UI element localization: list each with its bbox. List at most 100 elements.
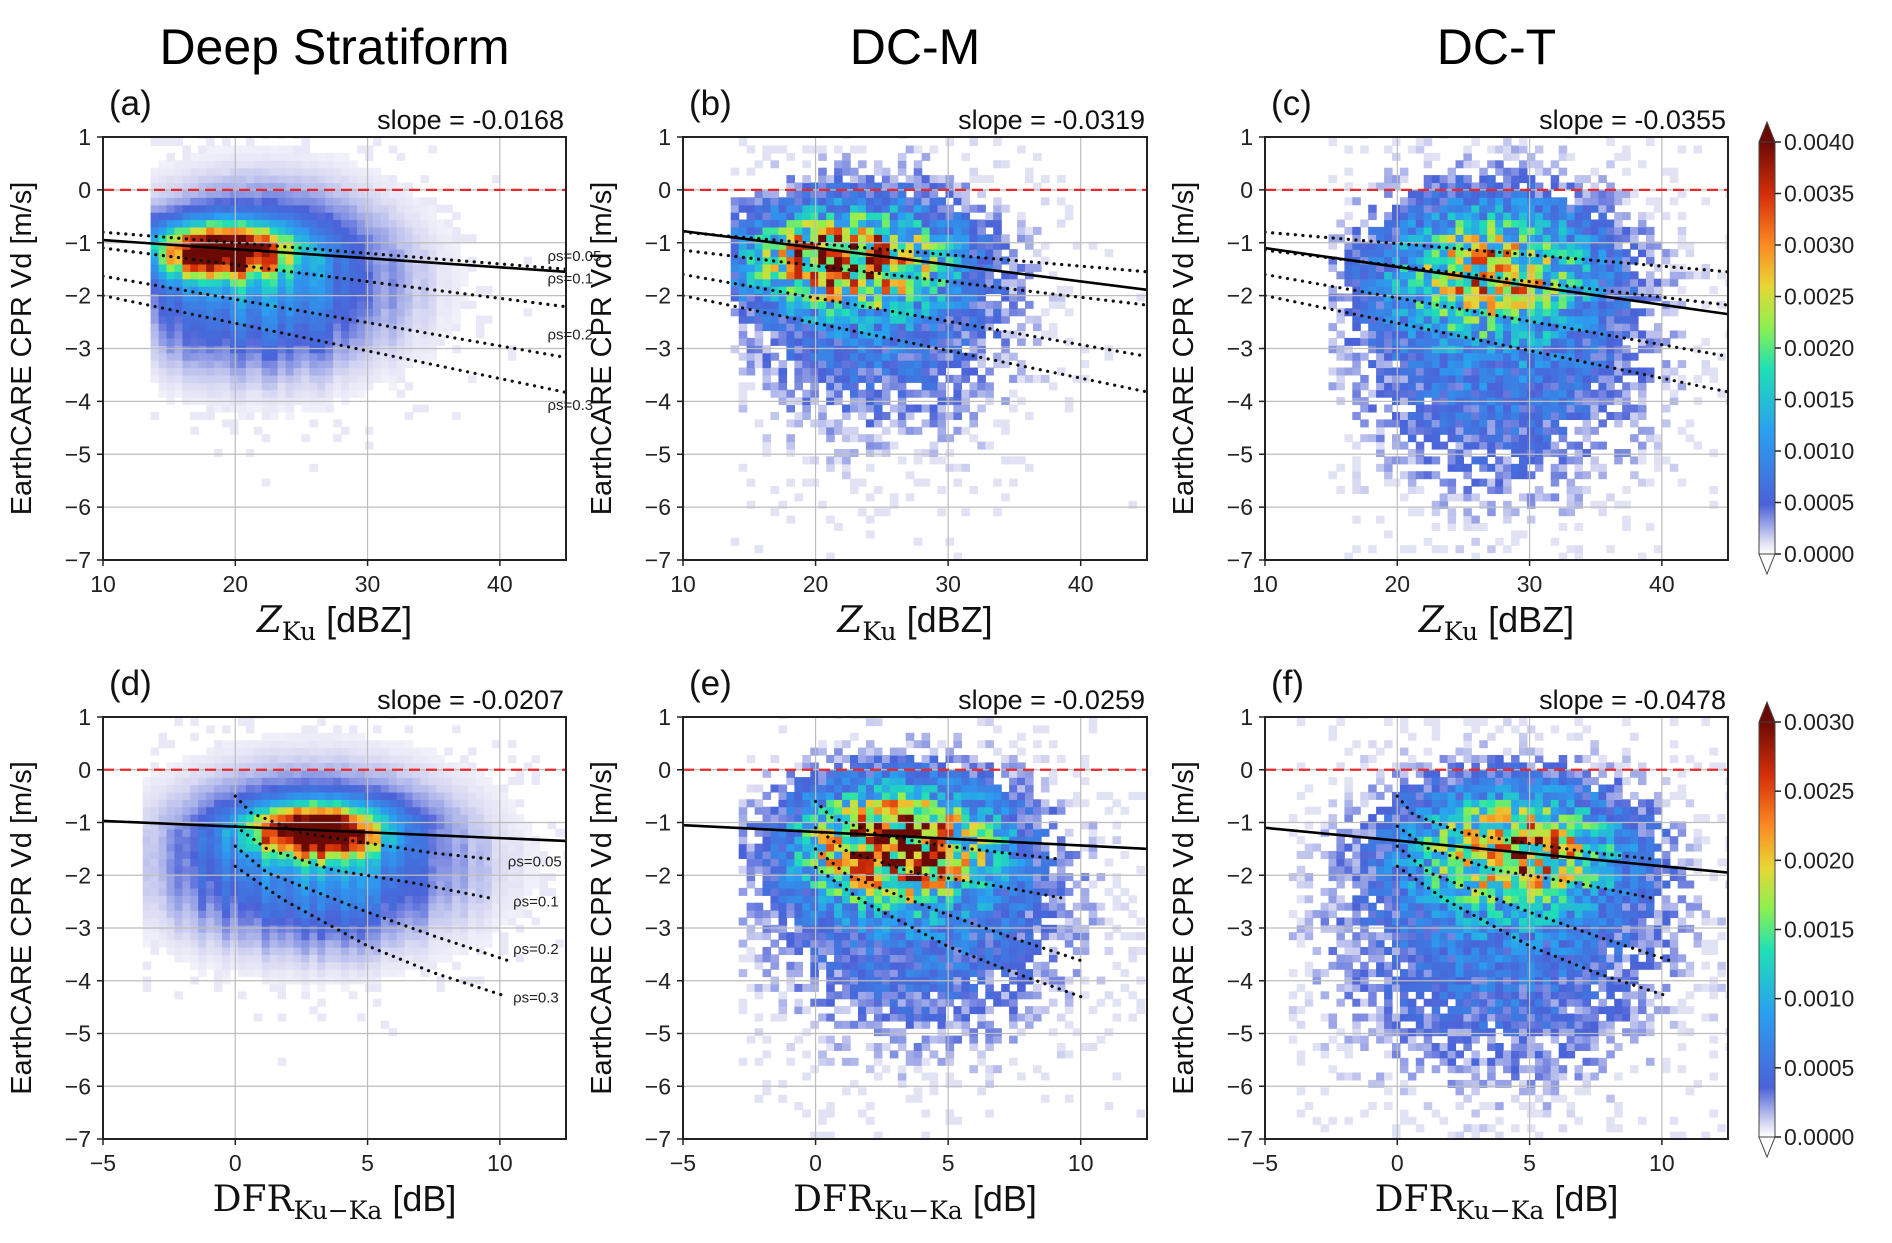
heatmap-cell	[1423, 360, 1433, 369]
heatmap-cell	[182, 873, 191, 882]
heatmap-cell	[158, 917, 168, 926]
heatmap-cell	[1582, 256, 1591, 265]
heatmap-cell	[778, 263, 788, 272]
heatmap-cell	[834, 330, 843, 339]
heatmap-cell	[921, 197, 931, 206]
heatmap-cell	[977, 189, 986, 198]
heatmap-cell	[937, 256, 947, 265]
heatmap-cell	[245, 718, 255, 727]
heatmap-cell	[786, 337, 795, 346]
heatmap-cell	[1638, 404, 1647, 413]
heatmap-cell	[1471, 182, 1480, 191]
heatmap-cell	[802, 404, 811, 413]
heatmap-cell	[1479, 300, 1488, 309]
heatmap-cell	[1040, 308, 1050, 317]
heatmap-cell	[754, 160, 764, 169]
heatmap-cell	[182, 182, 191, 191]
heatmap-cell	[1558, 434, 1568, 443]
heatmap-cell	[150, 300, 160, 309]
heatmap-cell	[1503, 226, 1512, 235]
heatmap-cell	[754, 271, 764, 280]
heatmap-cell	[802, 234, 811, 243]
heatmap-cell	[1558, 226, 1568, 235]
heatmap-cell	[1661, 456, 1671, 465]
heatmap-cell	[301, 799, 310, 808]
heatmap-cell	[834, 226, 843, 235]
heatmap-cell	[1558, 426, 1568, 435]
heatmap-cell	[182, 249, 191, 258]
heatmap-cell	[850, 449, 859, 457]
heatmap-cell	[1614, 412, 1623, 420]
heatmap-cell	[897, 330, 907, 339]
heatmap-cell	[937, 456, 947, 465]
heatmap-cell	[357, 374, 366, 383]
heatmap-cell	[166, 828, 175, 837]
heatmap-cell	[222, 969, 231, 978]
heatmap-cell	[858, 182, 867, 191]
heatmap-cell	[1336, 315, 1345, 324]
heatmap-cell	[1614, 500, 1623, 509]
heatmap-cell	[913, 449, 923, 457]
heatmap-cell	[285, 315, 295, 324]
heatmap-cell	[364, 345, 374, 354]
heatmap-cell	[1407, 471, 1417, 480]
heatmap-cell	[206, 880, 215, 889]
heatmap-cell	[1669, 278, 1679, 287]
slope-annotation: slope = -0.0355	[1539, 105, 1726, 135]
heatmap-cell	[1717, 389, 1726, 398]
heatmap-cell	[1471, 160, 1480, 169]
heatmap-cell	[245, 323, 255, 332]
heatmap-cell	[889, 323, 899, 332]
heatmap-cell	[1614, 352, 1623, 361]
heatmap-cell	[1534, 167, 1544, 176]
heatmap-cell	[1558, 219, 1568, 228]
heatmap-cell	[253, 777, 263, 786]
heatmap-cell	[1653, 345, 1663, 354]
heatmap-cell	[174, 947, 183, 955]
heatmap-cell	[762, 219, 772, 228]
heatmap-cell	[754, 204, 764, 213]
heatmap-cell	[245, 189, 255, 198]
heatmap-cell	[1709, 367, 1718, 376]
heatmap-cell	[1598, 241, 1607, 250]
heatmap-cell	[301, 895, 310, 904]
heatmap-cell	[1399, 241, 1409, 250]
heatmap-cell	[881, 182, 891, 191]
heatmap-cell	[261, 249, 271, 258]
heatmap-cell	[1725, 189, 1728, 198]
heatmap-cell	[1669, 330, 1679, 339]
heatmap-cell	[349, 204, 358, 213]
heatmap-cell	[182, 197, 191, 206]
heatmap-cell	[1463, 241, 1472, 250]
heatmap-cell	[174, 182, 183, 191]
heatmap-cell	[285, 924, 295, 933]
heatmap-cell	[1487, 330, 1496, 339]
heatmap-cell	[364, 189, 374, 198]
overlays	[103, 188, 566, 394]
heatmap-cell	[929, 441, 939, 450]
heatmap-cell	[1352, 360, 1361, 369]
heatmap-cell	[897, 226, 907, 235]
heatmap-cell	[1495, 241, 1504, 250]
heatmap-cell	[1495, 167, 1504, 176]
heatmap-cell	[905, 263, 915, 272]
heatmap-cell	[1048, 330, 1058, 339]
heatmap-cell	[937, 345, 947, 354]
heatmap-cell	[1669, 167, 1679, 176]
heatmap-cell	[222, 256, 231, 265]
heatmap-cell	[277, 152, 287, 161]
heatmap-cell	[293, 740, 302, 749]
heatmap-cell	[1487, 263, 1496, 272]
heatmap-cell	[1685, 419, 1695, 428]
heatmap-cell	[230, 799, 239, 808]
heatmap-cell	[1566, 478, 1576, 487]
heatmap-cell	[1487, 219, 1496, 228]
heatmap-cell	[333, 345, 342, 354]
heatmap-cell	[802, 300, 811, 309]
heatmap-cell	[1479, 315, 1488, 324]
heatmap-cell	[993, 352, 1002, 361]
heatmap-cell	[317, 249, 326, 258]
heatmap-cell	[1503, 404, 1512, 413]
heatmap-cell	[1415, 360, 1425, 369]
heatmap-cell	[1566, 204, 1576, 213]
